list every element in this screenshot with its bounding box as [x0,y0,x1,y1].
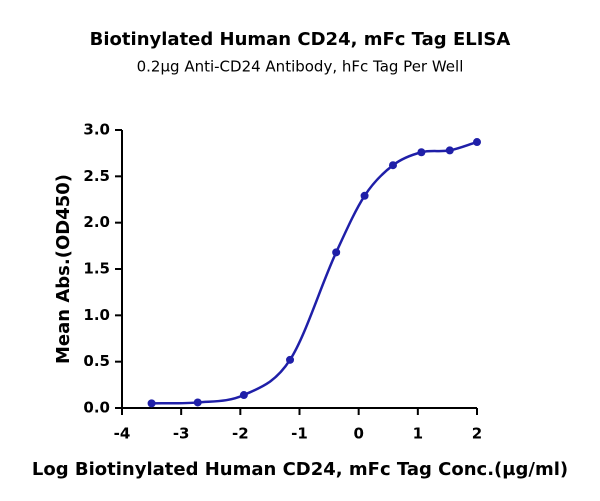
chart-title: Biotinylated Human CD24, mFc Tag ELISA [90,29,511,50]
x-tick-label: -3 [173,425,190,443]
data-point [417,148,426,157]
x-tick-label: -2 [232,425,249,443]
x-tick-label: 0 [353,425,363,443]
x-tick-label: -1 [291,425,308,443]
data-point [360,191,369,200]
x-tick-label: 2 [472,425,482,443]
data-point [473,138,481,147]
x-tick-label: -4 [114,425,131,443]
y-axis-title: Mean Abs.(OD450) [53,174,74,364]
y-tick-label: 3.0 [83,121,110,139]
y-tick-label: 0.5 [83,352,110,370]
data-point [388,161,397,170]
data-point [286,355,295,364]
data-point [239,391,248,400]
curve [151,140,478,405]
x-tick-label: 1 [413,425,423,443]
y-tick-label: 1.0 [83,306,110,324]
y-tick-label: 2.0 [83,213,110,231]
y-tick-label: 1.5 [83,260,110,278]
chart-subtitle: 0.2µg Anti-CD24 Antibody, hFc Tag Per We… [137,58,464,76]
data-point [147,399,156,408]
data-point [193,398,202,407]
y-tick-label: 0.0 [83,399,110,417]
data-point [332,248,341,257]
x-axis-title: Log Biotinylated Human CD24, mFc Tag Con… [32,459,568,480]
y-tick-label: 2.5 [83,167,110,185]
data-point [445,146,454,155]
